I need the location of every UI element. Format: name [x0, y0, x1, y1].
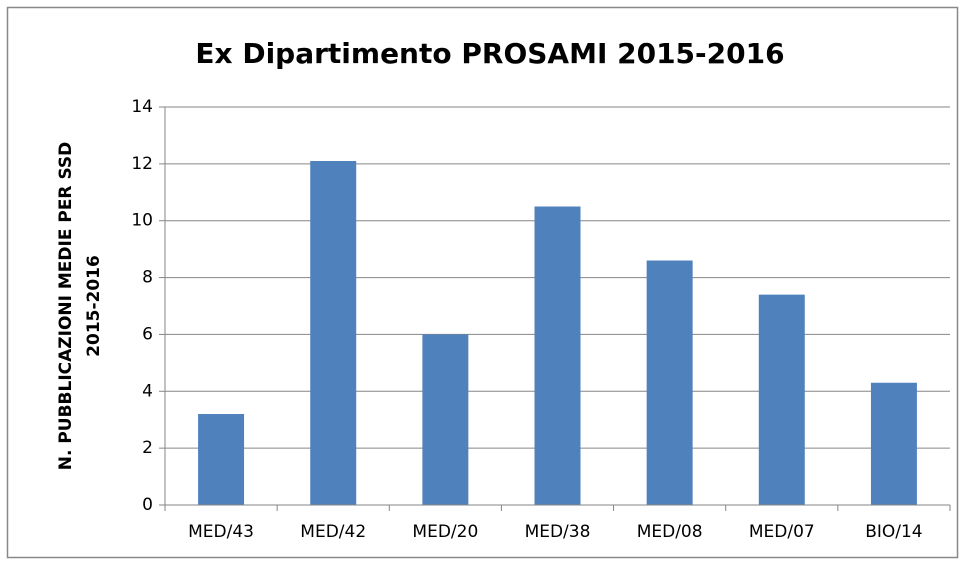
chart-title: Ex Dipartimento PROSAMI 2015-2016 [195, 37, 784, 70]
bar [534, 206, 581, 505]
bar [870, 382, 917, 505]
bar [646, 260, 693, 505]
y-tick-label: 6 [142, 324, 153, 344]
x-tick-label: MED/38 [525, 522, 591, 542]
y-tick-label: 2 [142, 438, 153, 458]
y-tick-label: 14 [131, 97, 153, 117]
y-tick-label: 12 [131, 154, 153, 174]
y-tick-label: 0 [142, 495, 153, 515]
x-tick-label: MED/08 [637, 522, 703, 542]
y-tick-label: 4 [142, 381, 153, 401]
x-tick-label: MED/20 [412, 522, 478, 542]
x-tick-label: MED/42 [300, 522, 366, 542]
y-axis-label: N. PUBBLICAZIONI MEDIE PER SSD [56, 142, 76, 471]
x-tick-label: BIO/14 [865, 522, 922, 542]
x-tick-label: MED/43 [188, 522, 254, 542]
y-tick-label: 10 [131, 211, 153, 231]
bar [422, 334, 469, 505]
bar [310, 161, 357, 505]
y-tick-label: 8 [142, 268, 153, 288]
bar [758, 294, 805, 505]
bar [198, 414, 245, 505]
y-axis-label: 2015-2016 [84, 255, 104, 357]
x-tick-label: MED/07 [749, 522, 815, 542]
